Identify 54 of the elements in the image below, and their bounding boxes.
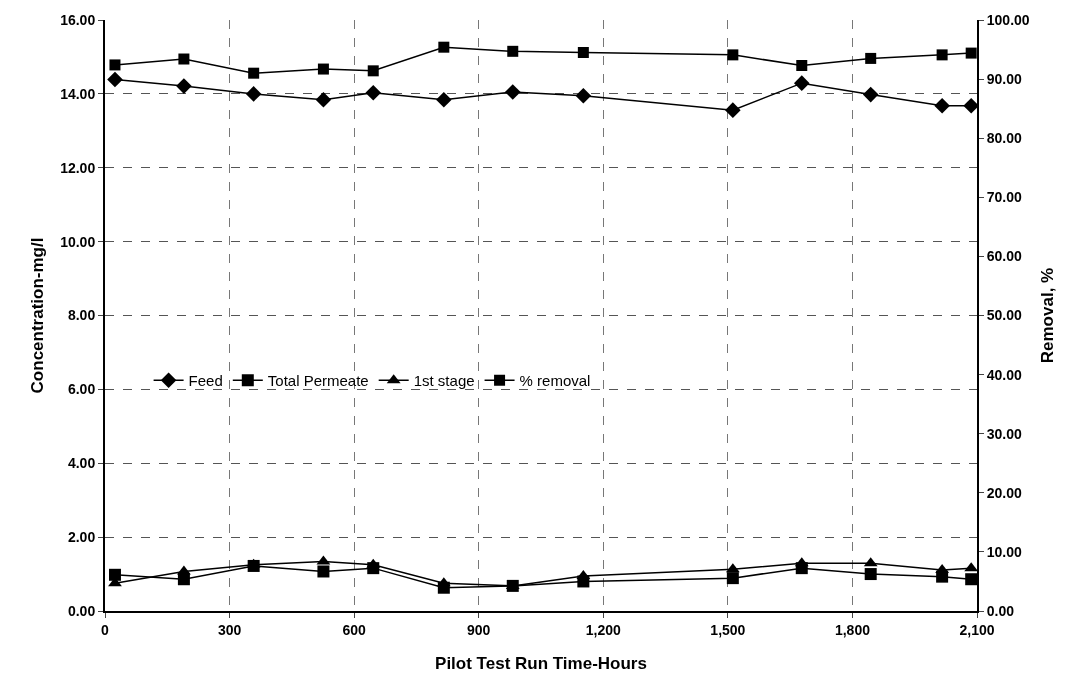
x-tick-label: 2,100 [959, 621, 995, 638]
y2-tick-label: 70.00 [986, 189, 1023, 206]
x-tick-label: 600 [342, 621, 367, 638]
x-tick-label: 1,200 [585, 621, 622, 638]
point [176, 78, 192, 94]
y2-tick-label: 50.00 [986, 307, 1023, 324]
y2-tick-label: 60.00 [986, 248, 1023, 265]
point [177, 573, 190, 586]
y-tick-label: 0.00 [67, 602, 96, 619]
point [965, 573, 978, 586]
y2-tick-label: 20.00 [986, 484, 1023, 501]
y-tick-label: 4.00 [67, 455, 96, 472]
y2-axis-title: Removal, % [1037, 267, 1057, 364]
y-tick-label: 14.00 [60, 85, 96, 102]
y-axis-title: Concentration-mg/l [28, 237, 48, 394]
x-tick-label: 1,800 [834, 621, 871, 638]
legend-label: % removal [519, 372, 591, 390]
point [793, 75, 810, 91]
y2-tick-label: 10.00 [986, 543, 1023, 560]
point [864, 568, 877, 581]
y2-tick-label: 80.00 [986, 130, 1023, 147]
point [107, 71, 123, 88]
x-tick-label: 0 [101, 621, 110, 638]
point [317, 565, 330, 578]
point [245, 86, 262, 102]
y-tick-label: 10.00 [60, 233, 96, 250]
point [934, 97, 950, 114]
y2-tick-label: 40.00 [986, 366, 1023, 383]
point [108, 568, 121, 581]
y2-tick-label: 100.00 [986, 11, 1030, 28]
y2-tick-label: 30.00 [986, 425, 1023, 442]
point [575, 87, 592, 104]
point [963, 97, 979, 114]
y-tick-label: 2.00 [67, 529, 96, 546]
y2-tick-label: 90.00 [986, 71, 1023, 87]
x-tick-label: 1,500 [710, 621, 746, 638]
legend-label: Total Permeate [267, 372, 369, 390]
x-tick-label: 300 [217, 621, 242, 638]
y2-tick-label: 0.00 [986, 602, 1015, 619]
legend-label: 1st stage [413, 372, 475, 390]
point [504, 84, 521, 100]
y-tick-label: 6.00 [67, 381, 96, 398]
x-axis-title: Pilot Test Run Time-Hours [435, 653, 647, 673]
y-tick-label: 8.00 [67, 307, 96, 324]
y-tick-label: 12.00 [60, 159, 96, 176]
point [862, 86, 879, 103]
point [725, 102, 741, 118]
point [365, 84, 382, 101]
legend-label: Feed [188, 372, 223, 390]
point [436, 91, 452, 108]
x-tick-label: 900 [467, 621, 491, 638]
y-tick-label: 16.00 [60, 11, 96, 28]
point [726, 572, 739, 585]
point [315, 91, 332, 108]
